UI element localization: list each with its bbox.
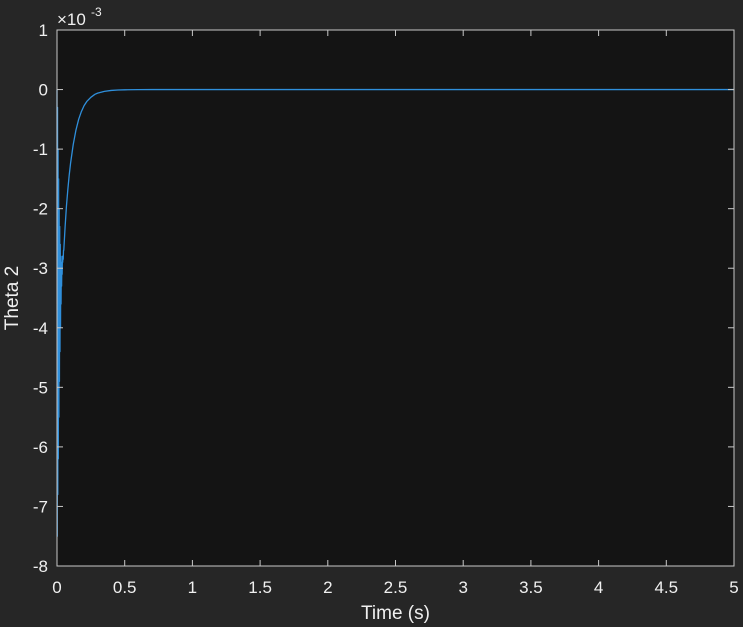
y-tick-label: -5	[33, 378, 48, 397]
y-exponent-prefix: ×10	[57, 10, 86, 29]
y-tick-label: 1	[39, 21, 48, 40]
y-axis-label: Theta 2	[2, 266, 23, 330]
y-exponent-value: -3	[91, 5, 102, 19]
x-tick-label: 1	[188, 578, 197, 597]
x-tick-label: 4.5	[654, 578, 678, 597]
x-axis-label: Time (s)	[361, 603, 430, 624]
x-tick-label: 5	[729, 578, 738, 597]
y-tick-label: -7	[33, 497, 48, 516]
series-layer	[56, 88, 734, 537]
x-tick-label: 0	[52, 578, 61, 597]
x-tick-label: 2.5	[384, 578, 408, 597]
x-tick-label: 4	[594, 578, 603, 597]
x-axis: 0 0.5 1 1.5 2 2.5 3 3.5 4 4.5 5	[52, 30, 739, 597]
series-line-0	[56, 88, 734, 537]
x-tick-label: 0.5	[113, 578, 137, 597]
y-tick-label: -8	[33, 557, 48, 576]
x-tick-label: 2	[323, 578, 332, 597]
y-tick-label: -2	[33, 200, 48, 219]
plot-area	[57, 30, 734, 566]
y-tick-label: 0	[39, 81, 48, 100]
y-tick-label: -1	[33, 140, 48, 159]
y-axis: 1 0 -1 -2 -3 -4 -5 -6 -7 -8	[33, 21, 734, 576]
y-tick-label: -3	[33, 259, 48, 278]
x-tick-label: 3.5	[519, 578, 543, 597]
y-tick-label: -4	[33, 319, 48, 338]
x-tick-label: 3	[458, 578, 467, 597]
x-tick-label: 1.5	[248, 578, 272, 597]
y-tick-label: -6	[33, 438, 48, 457]
